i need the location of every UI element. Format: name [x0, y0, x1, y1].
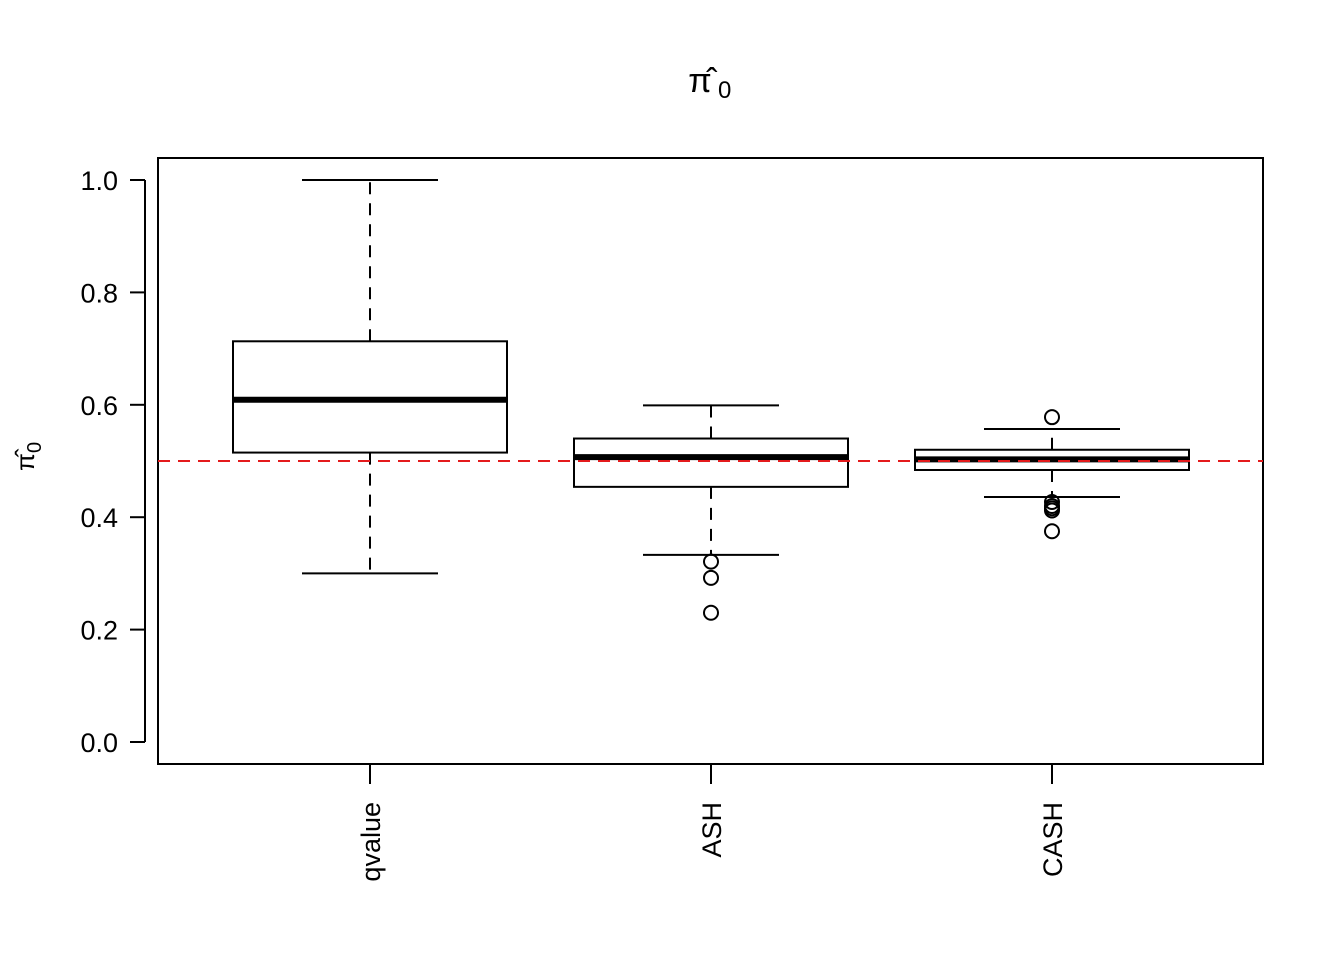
- y-axis-label: π̂ 0: [10, 442, 46, 471]
- chart-title-subscript: 0: [718, 77, 731, 104]
- y-tick-label: 0.0: [80, 728, 118, 758]
- x-category-label: ASH: [697, 802, 727, 858]
- x-category-label: qvalue: [356, 802, 386, 882]
- y-tick-label: 1.0: [80, 166, 118, 196]
- y-tick-label: 0.8: [80, 278, 118, 308]
- boxes-layer: [232, 179, 1190, 621]
- chart-title: π̂: [688, 62, 717, 100]
- outlier-point: [1044, 523, 1060, 540]
- outlier-point: [1044, 494, 1060, 511]
- box-qvalue: [232, 179, 508, 575]
- outlier-point: [703, 553, 719, 570]
- outlier-point: [1044, 502, 1060, 519]
- x-category-label: CASH: [1038, 802, 1068, 877]
- y-tick-label: 0.4: [80, 503, 118, 533]
- y-axis-label-text: π̂: [10, 448, 40, 471]
- box-CASH: [914, 409, 1190, 540]
- y-tick-label: 0.6: [80, 391, 118, 421]
- outlier-point: [1044, 409, 1060, 426]
- y-axis-label-subscript: 0: [24, 442, 46, 453]
- x-axis: qvalue ASH CASH: [356, 764, 1068, 882]
- outlier-point: [703, 569, 719, 586]
- box-ASH: [573, 404, 849, 621]
- outlier-point: [703, 604, 719, 621]
- box-iqr: [573, 437, 849, 488]
- y-axis: 0.0 0.2 0.4 0.6 0.8 1.0: [80, 166, 146, 758]
- y-tick-label: 0.2: [80, 616, 118, 646]
